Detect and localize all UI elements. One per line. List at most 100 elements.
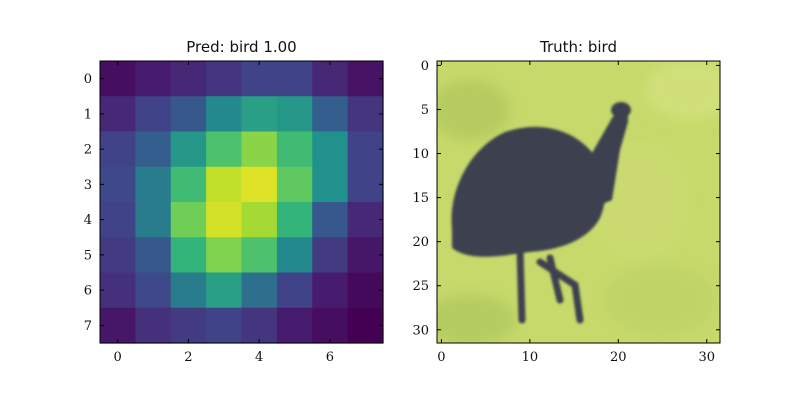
bird-head — [611, 102, 631, 118]
heatmap-axes-frame — [99, 60, 384, 344]
heatmap-cell — [241, 131, 278, 168]
heatmap-cell — [276, 61, 313, 97]
heatmap-ticks: 0 2 4 6 0 1 2 3 4 5 6 7 — [84, 61, 383, 365]
y-tick-label: 5 — [84, 248, 92, 263]
y-tick-label: 7 — [84, 319, 92, 334]
bird-legs — [516, 246, 584, 324]
heatmap-title: Pred: bird 1.00 — [186, 38, 296, 56]
heatmap-cell — [100, 61, 136, 97]
heatmap-cell — [276, 96, 313, 133]
heatmap-cell — [135, 202, 172, 238]
heatmap-cell — [347, 96, 384, 133]
heatmap-cell — [276, 237, 313, 274]
heatmap-cell — [312, 237, 349, 274]
heatmap-cell — [312, 131, 349, 168]
y-tick-label: 6 — [84, 284, 92, 299]
heatmap-cell — [312, 202, 349, 238]
x-tick-label: 0 — [114, 350, 122, 365]
heatmap-cell — [100, 96, 136, 133]
heatmap-cell — [206, 96, 243, 133]
y-tick-label: 3 — [84, 178, 92, 193]
heatmap-cell — [276, 307, 313, 344]
heatmap-cell — [206, 307, 243, 344]
heatmap-cell — [170, 96, 207, 133]
heatmap-cell — [135, 131, 172, 168]
bird-image — [437, 61, 720, 343]
heatmap-cell — [276, 202, 313, 238]
y-tick-label: 0 — [421, 59, 429, 74]
image-panel: Truth: bird — [412, 38, 721, 365]
x-tick-label: 4 — [255, 350, 263, 365]
heatmap-cell — [135, 237, 172, 274]
heatmap-cell — [312, 307, 349, 344]
x-tick-label: 0 — [437, 350, 445, 365]
y-tick-label: 4 — [84, 213, 92, 228]
heatmap-cell — [241, 237, 278, 274]
y-tick-label: 25 — [412, 279, 429, 294]
heatmap-cell — [206, 237, 243, 274]
heatmap-cell — [135, 272, 172, 309]
heatmap-cell — [170, 237, 207, 274]
heatmap-cell — [276, 272, 313, 309]
heatmap-cell — [347, 166, 384, 203]
heatmap-cell — [276, 131, 313, 168]
x-tick-label: 2 — [184, 350, 192, 365]
x-tick-label: 10 — [522, 350, 539, 365]
heatmap-cell — [135, 96, 172, 133]
heatmap-cell — [206, 272, 243, 309]
heatmap-cell — [241, 96, 278, 133]
heatmap-cell — [312, 166, 349, 203]
heatmap-cell — [347, 272, 384, 309]
heatmap-cell — [170, 131, 207, 168]
heatmap-cell — [241, 307, 278, 344]
heatmap-cells — [100, 61, 384, 344]
y-tick-label: 5 — [421, 103, 429, 118]
heatmap-cell — [170, 61, 207, 97]
heatmap-cell — [241, 166, 278, 203]
heatmap-cell — [347, 131, 384, 168]
heatmap-cell — [312, 272, 349, 309]
heatmap-cell — [312, 61, 349, 97]
heatmap-cell — [135, 307, 172, 344]
y-tick-label: 2 — [84, 143, 92, 158]
heatmap-cell — [100, 131, 136, 168]
x-tick-label: 20 — [610, 350, 627, 365]
heatmap-cell — [276, 166, 313, 203]
heatmap-cell — [241, 61, 278, 97]
image-axes-frame — [436, 60, 721, 344]
heatmap-cell — [170, 202, 207, 238]
y-tick-label: 30 — [412, 323, 429, 338]
bird-neck — [588, 110, 628, 205]
image-ticks: 0 10 20 30 0 5 10 15 20 25 30 — [412, 59, 720, 365]
heatmap-cell — [347, 307, 384, 344]
heatmap-cell — [206, 202, 243, 238]
heatmap-cell — [312, 96, 349, 133]
heatmap-cell — [170, 166, 207, 203]
heatmap-cell — [206, 166, 243, 203]
heatmap-panel: Pred: bird 1.00 0 2 4 6 0 1 2 3 4 5 6 7 — [84, 38, 384, 365]
heatmap-cell — [206, 61, 243, 97]
heatmap-cell — [100, 237, 136, 274]
heatmap-cell — [347, 237, 384, 274]
heatmap-cell — [135, 61, 172, 97]
heatmap-cell — [347, 202, 384, 238]
x-tick-label: 30 — [698, 350, 715, 365]
heatmap-cell — [100, 307, 136, 344]
heatmap-cell — [135, 166, 172, 203]
heatmap-cell — [241, 202, 278, 238]
heatmap-cell — [241, 272, 278, 309]
heatmap-cell — [206, 131, 243, 168]
x-tick-label: 6 — [326, 350, 334, 365]
y-tick-label: 1 — [84, 107, 92, 122]
image-title: Truth: bird — [539, 38, 617, 56]
y-tick-label: 0 — [84, 72, 92, 87]
y-tick-label: 20 — [412, 235, 429, 250]
bird-body — [451, 126, 606, 257]
heatmap-cell — [170, 307, 207, 344]
heatmap-cell — [100, 272, 136, 309]
y-tick-label: 10 — [412, 147, 429, 162]
y-tick-label: 15 — [412, 191, 429, 206]
heatmap-cell — [100, 202, 136, 238]
